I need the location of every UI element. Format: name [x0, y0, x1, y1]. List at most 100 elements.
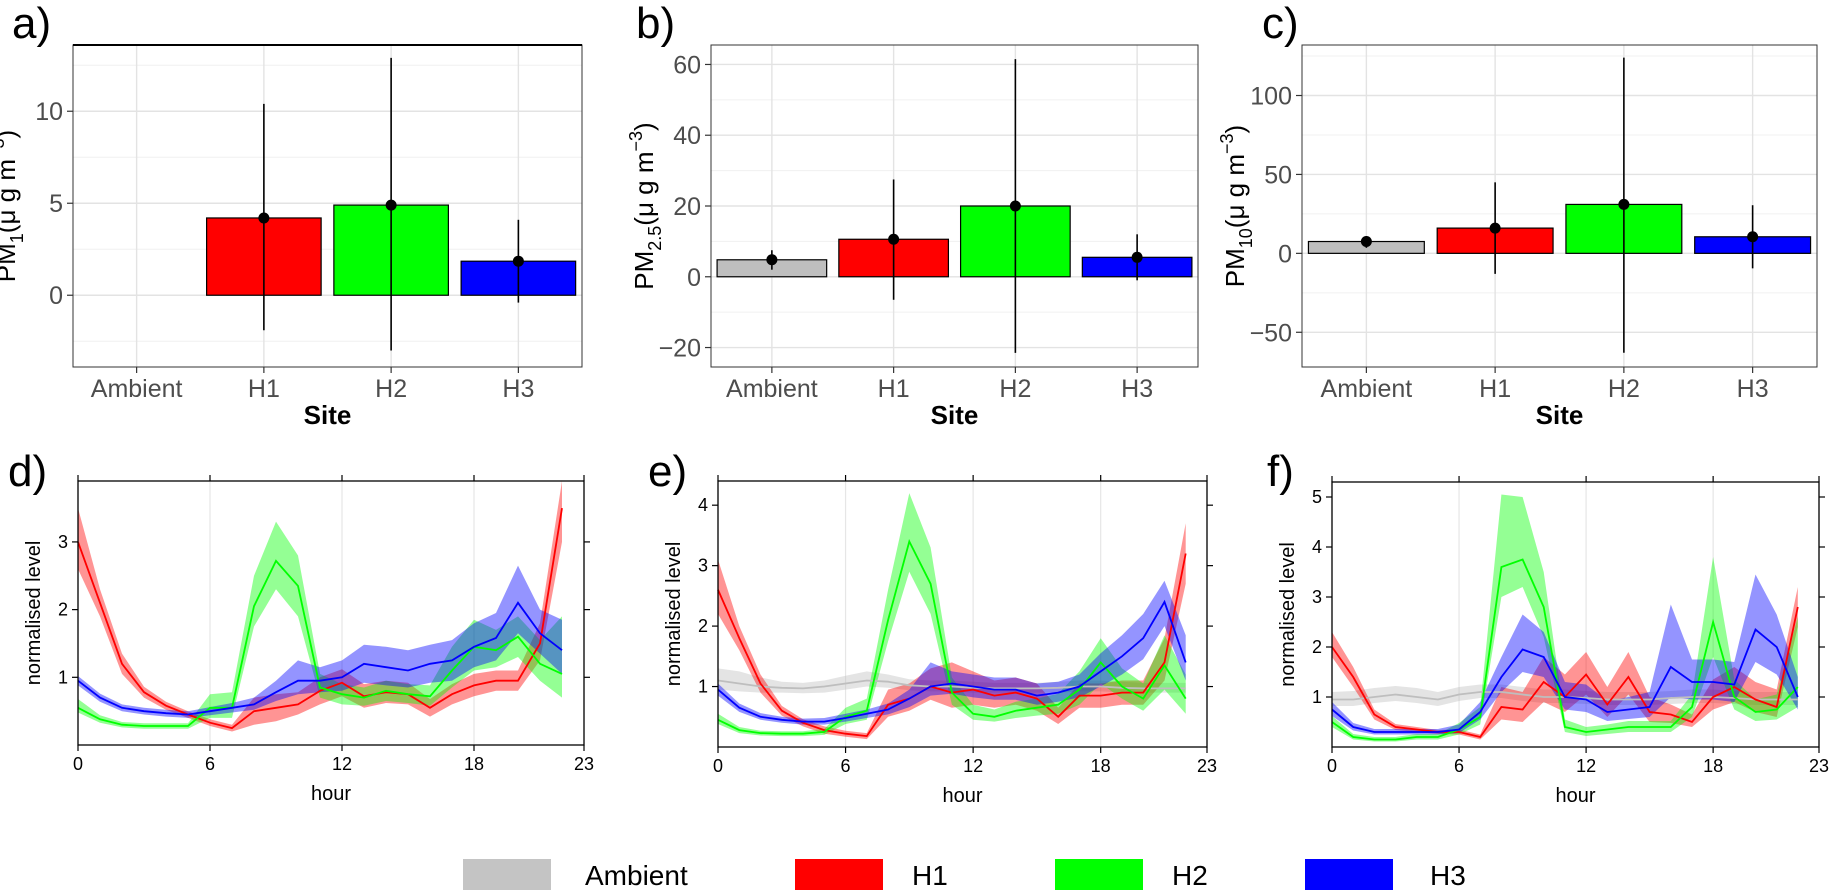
plot-background	[1332, 482, 1819, 747]
mean-point-h3	[1747, 231, 1759, 243]
mean-point-h3	[512, 255, 524, 267]
y-axis-title-base: PM	[629, 251, 659, 290]
legend-swatch-h1	[795, 859, 883, 890]
x-tick-label: Ambient	[91, 375, 183, 403]
plot-border	[717, 480, 1208, 748]
x-axis-title: hour	[1555, 785, 1595, 807]
y-axis-title-exp: −3	[1217, 133, 1237, 154]
legend: Ambient H1 H2 H3	[463, 859, 1466, 890]
y-axis-title: PM1(μ g m−3)	[0, 130, 27, 282]
mean-line-h3	[1331, 628, 1799, 733]
y-tick-label: −50	[1250, 319, 1292, 347]
confidence-band-h2	[718, 493, 1186, 737]
x-tick-label: H1	[1479, 375, 1511, 403]
panel-label: a)	[12, 0, 51, 48]
y-axis-title-sub: 2.5	[645, 226, 665, 251]
y-axis-title-sub: 10	[1236, 228, 1256, 248]
mean-line-ambient	[717, 679, 1186, 690]
x-tick-label: Ambient	[1321, 375, 1413, 403]
x-tick-label: H2	[999, 375, 1031, 403]
y-axis-title-unit: (μ g m	[629, 151, 659, 225]
y-axis-title-base: PM	[1220, 248, 1250, 287]
y-axis-title: PM10(μ g m−3)	[1217, 125, 1256, 287]
x-tick-label: 0	[1327, 756, 1337, 776]
mean-line-h3	[717, 599, 1187, 723]
x-tick-label: Ambient	[726, 375, 818, 403]
x-tick-label: H1	[248, 375, 280, 403]
y-axis-title-exp: −3	[0, 138, 8, 159]
x-tick-label: 18	[1091, 756, 1111, 776]
mean-point-h2	[1618, 198, 1630, 210]
x-tick-label: 23	[1197, 756, 1217, 776]
legend-swatch-ambient	[463, 859, 551, 890]
y-tick-label: 5	[49, 190, 63, 218]
confidence-band-h2	[1332, 494, 1798, 742]
x-axis-title: hour	[942, 785, 982, 807]
legend-swatch-h3	[1305, 859, 1393, 890]
y-tick-label: 2	[698, 616, 708, 636]
plot-background	[1302, 45, 1817, 367]
panel-label: d)	[8, 447, 47, 496]
x-axis-title: Site	[931, 400, 979, 430]
y-tick-label: 4	[1312, 537, 1322, 557]
mean-point-h1	[888, 233, 900, 245]
x-tick-label: 23	[1809, 756, 1829, 776]
y-tick-label: 0	[49, 282, 63, 310]
y-axis-title-unit: (μ g m	[1220, 154, 1250, 228]
y-tick-label: 3	[1312, 587, 1322, 607]
legend-label-h2: H2	[1172, 860, 1208, 890]
x-tick-label: H3	[1737, 375, 1769, 403]
x-tick-label: H3	[502, 375, 534, 403]
mean-point-h1	[258, 212, 270, 224]
y-tick-label: 40	[673, 122, 701, 150]
x-tick-label: H2	[1608, 375, 1640, 403]
y-tick-label: 50	[1264, 161, 1292, 189]
x-tick-label: H3	[1121, 375, 1153, 403]
x-tick-label: H1	[878, 375, 910, 403]
y-tick-label: 0	[1278, 240, 1292, 268]
confidence-band-h1	[718, 523, 1186, 740]
y-axis-title-close: )	[0, 130, 21, 139]
legend-swatch-h2	[1055, 859, 1143, 890]
bar-panel-a: 0 5 10 Ambient H1 H2 H3 Site PM1(μ g m−3) a)	[0, 0, 583, 430]
mean-point-h1	[1489, 222, 1501, 234]
y-tick-label: 10	[35, 98, 63, 126]
bar-panel-b: −20 0 20 40 60 Ambient H1 H2 H3 Site PM2.5(μ g m−3…	[626, 0, 1199, 430]
plot-border	[77, 480, 585, 746]
x-tick-label: 12	[1576, 756, 1596, 776]
y-tick-label: 2	[1312, 637, 1322, 657]
y-tick-label: 20	[673, 193, 701, 221]
panel-label: b)	[636, 0, 675, 48]
confidence-band-h2	[78, 521, 562, 729]
x-tick-label: 12	[963, 756, 983, 776]
y-tick-label: 0	[687, 264, 701, 292]
y-axis-title: normalised level	[663, 542, 685, 687]
confidence-band-h3	[1332, 574, 1798, 735]
y-tick-label: 2	[58, 600, 68, 620]
mean-line-h1	[77, 507, 563, 730]
x-tick-label: 18	[1703, 756, 1723, 776]
x-tick-label: 23	[574, 754, 594, 774]
y-axis-title-exp: −3	[626, 131, 646, 152]
y-tick-label: 100	[1250, 83, 1292, 111]
y-tick-label: 60	[673, 51, 701, 79]
y-axis-title-close: )	[629, 122, 659, 131]
mean-point-ambient	[766, 254, 778, 266]
mean-point-ambient	[1360, 236, 1372, 248]
confidence-band-h3	[78, 565, 562, 718]
y-tick-label: 1	[698, 677, 708, 697]
y-tick-label: −20	[659, 335, 701, 363]
x-tick-label: H2	[375, 375, 407, 403]
y-tick-label: 3	[58, 532, 68, 552]
panel-label: e)	[648, 447, 687, 496]
mean-line-h2	[77, 559, 563, 727]
plot-border	[1331, 481, 1820, 748]
x-tick-label: 0	[73, 754, 83, 774]
legend-label-h1: H1	[912, 860, 948, 890]
mean-line-h2	[1331, 558, 1799, 741]
y-tick-label: 1	[1312, 687, 1322, 707]
y-axis-title-close: )	[1220, 125, 1250, 134]
y-axis-title-unit: (μ g m	[0, 159, 21, 233]
